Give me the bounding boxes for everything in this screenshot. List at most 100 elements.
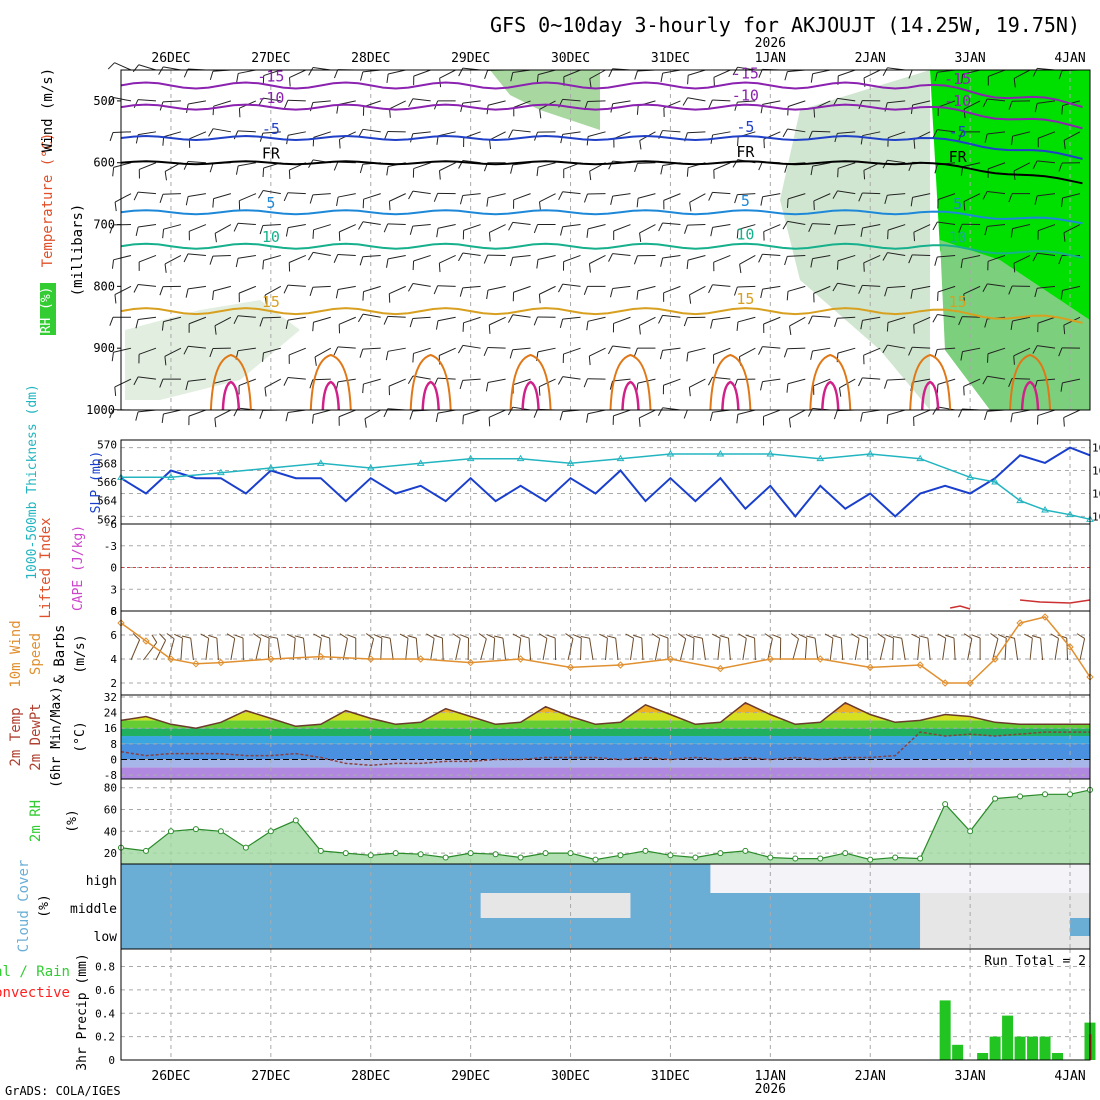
thickness-point	[1016, 496, 1024, 504]
temp-tick-label: 32	[104, 691, 117, 704]
wind-barb	[812, 315, 831, 318]
wind-barb	[155, 640, 167, 661]
wind-barb-feather	[783, 348, 788, 358]
wind-barb-feather	[283, 100, 289, 109]
rh-line	[120, 789, 1091, 861]
temp-tick-label: 8	[110, 738, 117, 751]
wind-barb-feather	[808, 223, 813, 233]
wind-barb	[1014, 638, 1019, 661]
wind-barb-feather	[209, 163, 214, 173]
wind-barb-feather	[214, 418, 217, 428]
wind-barb	[613, 316, 631, 324]
precip-label-a: Total / Rain	[0, 964, 70, 980]
day-label-bottom: 31DEC	[651, 1069, 690, 1084]
wind-barb-feather	[458, 252, 464, 262]
wind-barb	[188, 193, 206, 197]
wind-barb	[138, 64, 157, 71]
wind-barb	[963, 100, 981, 110]
wind-barb-feather	[806, 635, 816, 639]
temp-band	[121, 736, 1090, 744]
temp-band	[121, 720, 1090, 729]
slp-line	[120, 446, 1091, 518]
wind-barb-feather	[886, 414, 889, 424]
wind-barb	[138, 347, 157, 355]
wind-barb	[412, 283, 431, 287]
rh-point	[142, 847, 149, 854]
contour-20	[609, 353, 652, 411]
temp-label-b: 2m DewPt	[28, 703, 44, 770]
wind-barb-feather	[810, 350, 813, 360]
wind-barb-feather	[212, 198, 215, 208]
wind-barb-feather	[209, 71, 214, 81]
wind-barb	[238, 162, 256, 167]
wind-barb-feather	[832, 190, 838, 199]
wind-barb	[887, 224, 906, 231]
wind-barb	[162, 100, 181, 103]
wind-barb-feather	[336, 196, 339, 207]
wind-label-b: Speed	[28, 633, 44, 675]
wind-barb-feather	[606, 635, 616, 639]
slp-tick-label: 1011	[1092, 510, 1100, 523]
wind-barb	[938, 100, 956, 108]
wind-barb	[712, 284, 731, 287]
wind-barb	[901, 638, 906, 661]
wind-barb	[289, 69, 307, 79]
wind-barb-feather	[335, 289, 339, 299]
wind-barb	[338, 409, 356, 418]
contour-20	[909, 353, 952, 411]
wind-barb	[288, 131, 306, 136]
temperature-contour	[120, 209, 1083, 225]
rh-point	[642, 847, 649, 854]
wind-barb	[1037, 193, 1056, 197]
wind-barb-feather	[381, 635, 391, 639]
wind-barb	[287, 316, 306, 321]
wind-barb-feather	[625, 633, 634, 639]
wind-barb-feather	[784, 256, 788, 266]
wind-barb	[337, 346, 356, 349]
wind-barb	[562, 283, 581, 287]
day-label-bottom: 4JAN	[1054, 1069, 1085, 1084]
wind-barb-feather	[1031, 635, 1041, 639]
wind-barb	[213, 128, 231, 133]
wind-barb	[439, 162, 456, 172]
wind-barb	[492, 638, 496, 661]
wind-barb	[737, 316, 756, 323]
wind-barb	[539, 285, 556, 295]
wind-barb-feather	[1063, 232, 1066, 242]
wind-barb-feather	[945, 634, 955, 639]
wind-barb-feather	[580, 635, 590, 639]
wind-barb-feather	[633, 634, 642, 639]
wind-barb	[1012, 131, 1031, 137]
wind-barb	[862, 284, 881, 287]
wind-barb-feather	[913, 232, 916, 242]
wind-barb	[387, 254, 406, 260]
wind-barb	[276, 638, 282, 661]
credit-label: GrADS: COLA/IGES	[5, 1084, 121, 1098]
wind-barb-feather	[212, 290, 214, 301]
wind-label-a: 10m Wind	[8, 620, 24, 687]
wind-barb-feather	[488, 417, 491, 427]
wind-barb	[113, 162, 132, 168]
wind-barb	[812, 223, 831, 226]
wind-barb-feather	[833, 410, 838, 420]
wind-barb	[654, 638, 661, 661]
wind-barb	[612, 193, 631, 197]
wind-barb	[615, 638, 619, 661]
wind-barb-feather	[313, 633, 322, 639]
wind-barb	[762, 253, 781, 256]
wind-barb-feather	[159, 194, 164, 203]
wind-barb-feather	[389, 108, 391, 118]
wind-barb-feather	[1008, 193, 1013, 203]
wind-barb-feather	[737, 137, 739, 147]
wind-barb-feather	[883, 379, 888, 389]
wind-barb	[637, 285, 656, 292]
wind-barb	[380, 638, 383, 661]
wind-barb	[562, 376, 581, 380]
wind-barb	[164, 255, 182, 265]
precip-axis-label: 3hr Precip (mm)	[75, 953, 90, 1070]
lifted-index-line	[949, 599, 1091, 610]
wind-barb-feather	[1034, 288, 1038, 298]
wind-barb-feather	[258, 190, 264, 199]
wind-barb-feather	[634, 163, 638, 173]
wind-barb	[489, 316, 506, 326]
